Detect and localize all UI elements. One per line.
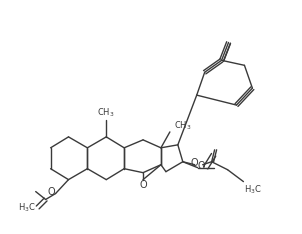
Text: CH$_3$: CH$_3$ xyxy=(174,120,191,132)
Text: H$_3$C: H$_3$C xyxy=(18,201,36,214)
Text: O: O xyxy=(191,158,198,168)
Text: H$_3$C: H$_3$C xyxy=(245,183,262,196)
Text: O: O xyxy=(48,186,56,197)
Text: O: O xyxy=(139,180,147,190)
Text: O: O xyxy=(198,161,205,171)
Text: CH$_3$: CH$_3$ xyxy=(98,107,115,119)
